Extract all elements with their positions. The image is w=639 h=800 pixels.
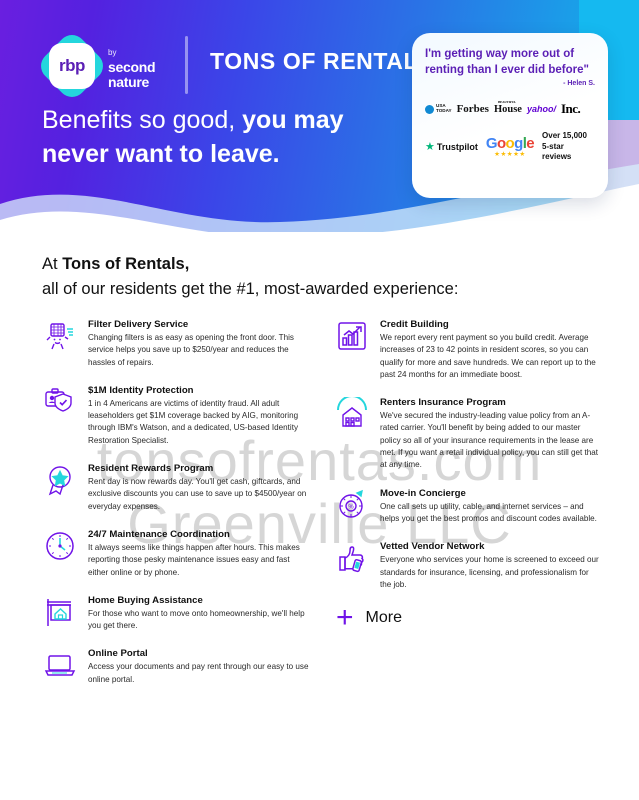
google-l: l <box>522 134 527 152</box>
usa-today-line1: USA <box>436 103 446 109</box>
rbp-logo-lockup: rbp by second nature <box>35 29 156 103</box>
benefit-item-renters-insurance: Renters Insurance Program We've secured … <box>334 396 602 471</box>
reviews-line2: 5-star reviews <box>542 141 572 162</box>
clock-icon <box>42 528 78 564</box>
house-beautiful-logo: BEAUTIFUL House <box>493 100 522 115</box>
house-beautiful-label: House <box>493 103 522 115</box>
benefit-item-maintenance: 24/7 Maintenance Coordination It always … <box>42 528 310 579</box>
google-logo: Google ★★★★★ <box>485 134 535 158</box>
plus-icon: + <box>336 601 354 635</box>
logo-brand-line1: second <box>108 58 156 75</box>
header-wave-divider <box>0 160 639 232</box>
header-company-title: TONS OF RENTALS <box>210 48 435 74</box>
testimonial-attribution: - Helen S. <box>563 80 595 88</box>
benefit-desc: One call sets up utility, cable, and int… <box>380 501 597 523</box>
page-title: At Tons of Rentals, all of our residents… <box>42 252 562 302</box>
benefit-item-home-buying: Home Buying Assistance For those who wan… <box>42 594 310 633</box>
benefit-title: Filter Delivery Service <box>88 319 189 330</box>
benefit-item-vetted-vendor: Vetted Vendor Network Everyone who servi… <box>334 540 602 591</box>
trustpilot-label: Trustpilot <box>436 141 478 152</box>
benefit-desc: For those who want to move onto homeowne… <box>88 608 305 631</box>
benefit-title: Vetted Vendor Network <box>380 541 485 553</box>
intro-prefix: At <box>42 255 63 273</box>
benefit-item-credit-building: Credit Building We report every rent pay… <box>334 318 602 381</box>
reviews-line1: Over 15,000 <box>542 131 587 141</box>
benefit-title: Move-in Concierge <box>380 487 466 499</box>
filter-delivery-icon <box>42 318 78 354</box>
benefit-item-move-in-concierge: % Move-in Concierge One call sets up uti… <box>334 487 602 526</box>
google-o2: o <box>505 134 515 152</box>
press-logos-row: USA TODAY Forbes BEAUTIFUL House yahoo/ I… <box>425 100 595 117</box>
google-g1: G <box>485 134 498 152</box>
google-e: e <box>526 134 535 152</box>
house-beautiful-sup: BEAUTIFUL <box>497 99 516 104</box>
benefit-desc: Rent day is now rewards day. You'll get … <box>88 477 307 511</box>
more-benefits-row[interactable]: + More <box>336 601 602 635</box>
reviews-count: Over 15,000 5-star reviews <box>542 131 595 162</box>
usa-today-icon: USA TODAY <box>425 104 452 114</box>
benefit-item-online-portal: Online Portal Access your documents and … <box>42 647 310 686</box>
benefit-title: Online Portal <box>88 648 148 660</box>
laptop-icon <box>42 647 78 683</box>
google-stars-icon: ★★★★★ <box>494 150 526 158</box>
benefit-item-resident-rewards: Resident Rewards Program Rent day is now… <box>42 462 310 513</box>
headline-part1: Benefits so good, <box>42 106 243 134</box>
benefit-desc: Everyone who services your home is scree… <box>380 555 599 589</box>
headline-part2: never want to leave. <box>42 139 280 168</box>
yahoo-logo: yahoo/ <box>526 104 556 115</box>
trustpilot-star-icon: ★ <box>425 141 435 154</box>
google-o1: o <box>496 134 506 152</box>
benefit-title: Resident Rewards Program <box>88 463 214 475</box>
renters-insurance-icon <box>334 396 370 432</box>
headline-bold: you may <box>242 106 344 134</box>
testimonial-quote: I'm getting way more out of renting than… <box>425 48 589 76</box>
benefit-item-identity-protection: $1M Identity Protection 1 in 4 Americans… <box>42 384 310 447</box>
forbes-logo: Forbes <box>456 103 489 116</box>
benefits-column-right: Credit Building We report every rent pay… <box>334 318 602 701</box>
vetted-vendor-icon <box>334 540 370 576</box>
rbp-mark-text: rbp <box>59 56 85 75</box>
more-label: More <box>365 609 402 627</box>
svg-text:%: % <box>348 504 354 510</box>
testimonial-card: I'm getting way more out of renting than… <box>412 33 608 198</box>
benefit-item-filter-delivery: Filter Delivery Service Changing filters… <box>42 318 310 369</box>
intro-company: Tons of Rentals, <box>62 255 190 273</box>
benefit-desc: We report every rent payment so you buil… <box>380 333 596 379</box>
rbp-badge-icon: rbp <box>35 29 109 103</box>
benefit-desc: Changing filters is as easy as opening t… <box>88 333 294 367</box>
benefit-title: Home Buying Assistance <box>88 594 203 606</box>
benefit-desc: Access your documents and pay rent throu… <box>88 662 309 684</box>
benefit-desc: 1 in 4 Americans are victims of identity… <box>88 398 299 445</box>
benefit-title: 24/7 Maintenance Coordination <box>88 528 230 540</box>
second-nature-wordmark: by second nature <box>108 42 156 90</box>
credit-chart-icon <box>334 318 370 354</box>
usa-today-line2: TODAY <box>436 108 452 114</box>
benefits-columns: Filter Delivery Service Changing filters… <box>42 318 602 701</box>
home-sign-icon <box>42 594 78 630</box>
logo-brand-line2: nature <box>108 73 149 90</box>
benefit-title: $1M Identity Protection <box>88 384 194 396</box>
google-g2: g <box>514 134 523 152</box>
reviews-row: ★ Trustpilot Google ★★★★★ Over 15,000 5-… <box>425 131 595 162</box>
header-divider <box>185 36 188 94</box>
benefits-column-left: Filter Delivery Service Changing filters… <box>42 318 310 701</box>
benefit-desc: We've secured the industry-leading value… <box>380 411 599 470</box>
benefit-title: Credit Building <box>380 319 449 330</box>
benefit-title: Renters Insurance Program <box>380 397 506 409</box>
benefit-desc: It always seems like things happen after… <box>88 542 300 577</box>
move-in-concierge-icon: % <box>334 487 370 523</box>
rewards-badge-icon <box>42 462 78 498</box>
inc-logo: Inc. <box>561 101 581 117</box>
trustpilot-logo: ★ Trustpilot <box>425 140 478 153</box>
header-headline: Benefits so good, you may never want to … <box>42 104 402 171</box>
intro-line2: all of our residents get the #1, most-aw… <box>42 280 459 299</box>
identity-shield-icon <box>42 384 78 420</box>
logo-by-text: by <box>108 48 117 58</box>
